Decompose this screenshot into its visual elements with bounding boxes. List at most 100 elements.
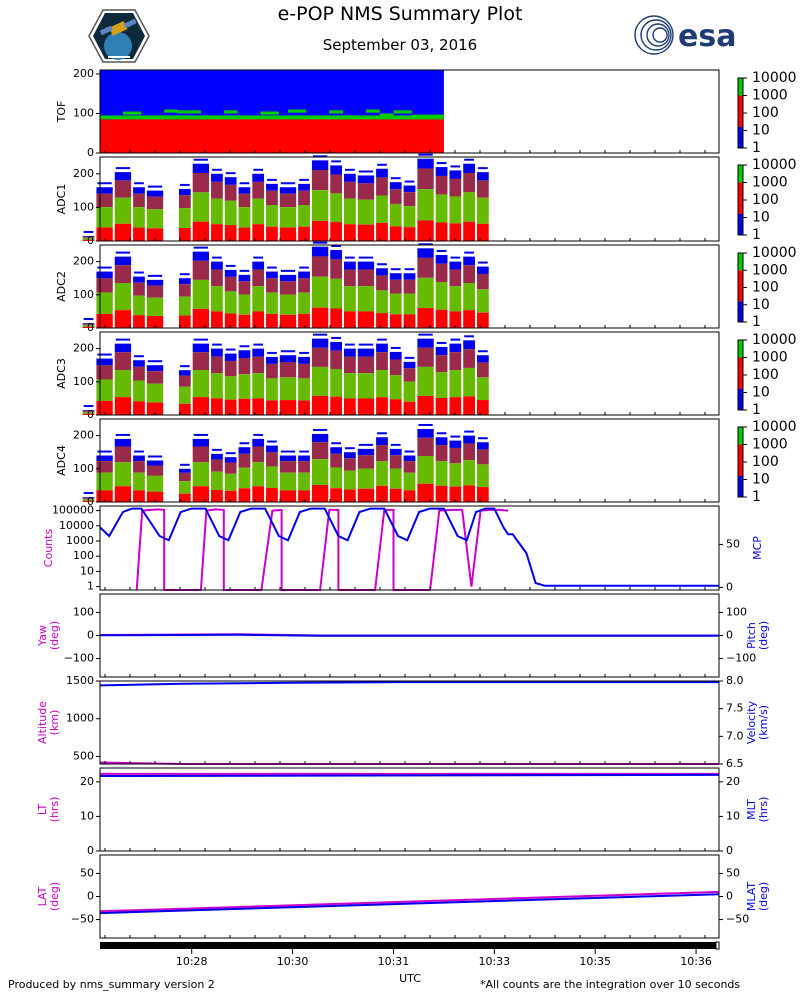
adc-column-upper xyxy=(344,458,356,471)
colorbar-red xyxy=(738,357,743,389)
adc-column-base xyxy=(463,221,475,241)
adc-column-base xyxy=(178,315,191,328)
colorbar-tick-label: 1000 xyxy=(752,88,788,104)
adc-column-base xyxy=(146,315,164,328)
adc-column xyxy=(266,440,278,502)
adc-column-base xyxy=(403,314,416,328)
left-axis-label: Counts xyxy=(42,529,55,568)
adc-column-top xyxy=(192,343,210,353)
adc-column-upper xyxy=(178,472,191,482)
adc-column-mid xyxy=(82,237,95,240)
y-tick-label: 0 xyxy=(87,890,94,903)
adc-column-mid xyxy=(435,461,448,486)
adc-column-top xyxy=(389,273,402,280)
adc-column-base xyxy=(252,398,265,415)
y-tick-label: 10000 xyxy=(59,519,94,532)
adc-column-top xyxy=(449,170,462,179)
adc-column xyxy=(435,162,448,241)
adc-column-base xyxy=(266,487,278,502)
adc-column-base xyxy=(389,226,402,241)
colorbar-tick-label: 10 xyxy=(752,385,770,401)
adc-column-mid xyxy=(417,277,434,309)
tof-column xyxy=(141,115,165,119)
y-tick-label: 100 xyxy=(73,549,94,562)
adc-column-top xyxy=(476,266,489,274)
adc-column-top xyxy=(417,338,434,348)
adc-column-base xyxy=(330,396,343,415)
right-axis-series xyxy=(99,773,720,777)
adc-column-upper xyxy=(211,181,223,199)
adc-column-upper xyxy=(133,461,145,473)
adc-column-mid xyxy=(463,367,475,397)
y-tick-label: 500 xyxy=(73,749,94,762)
adc-column-top xyxy=(252,173,265,182)
adc-column-top xyxy=(357,261,375,270)
adc-column-upper xyxy=(114,265,132,284)
adc-column-mid xyxy=(133,380,145,402)
adc-column-top xyxy=(435,167,448,176)
adc-column-base xyxy=(435,222,448,241)
adc-column-base xyxy=(435,485,448,502)
adc-column-base xyxy=(344,489,356,502)
colorbar-red xyxy=(738,270,743,302)
adc-column xyxy=(192,158,210,241)
right-axis-label: Pitch(deg) xyxy=(745,621,770,650)
y-tick-label: 200 xyxy=(73,429,94,442)
adc-column-base xyxy=(133,401,145,415)
adc-column-base xyxy=(417,395,434,415)
adc-column-top xyxy=(146,190,164,197)
y-right-tick-label: −50 xyxy=(726,913,749,926)
adc-column-top xyxy=(476,355,489,363)
right-axis-label: MLT(hrs) xyxy=(745,797,770,823)
adc-column-mid xyxy=(389,375,402,400)
adc-column-mid xyxy=(252,462,265,487)
adc-column-base xyxy=(279,314,297,328)
adc-column xyxy=(82,230,95,241)
adc-column-base xyxy=(476,312,489,328)
adc-column-upper xyxy=(146,196,164,210)
adc-column-upper xyxy=(279,362,297,378)
adc-column-mid xyxy=(330,467,343,489)
adc-column-mid xyxy=(266,466,278,488)
panel-ylabel: ADC3 xyxy=(55,358,68,389)
colorbar-tick-label: 10000 xyxy=(752,70,797,86)
adc-column-upper xyxy=(211,356,223,374)
adc-column xyxy=(435,341,448,415)
y-tick-label: 0 xyxy=(87,146,94,159)
left-axis-label: LAT(deg) xyxy=(36,882,61,911)
y-right-tick-label: 0 xyxy=(726,629,733,642)
adc-column-top xyxy=(403,455,416,462)
adc-column xyxy=(389,177,402,241)
adc-column-mid xyxy=(211,286,223,312)
adc-column-mid xyxy=(403,293,416,315)
adc-column-base xyxy=(211,489,223,502)
adc-column-top xyxy=(389,448,402,456)
adc-column-upper xyxy=(96,193,113,208)
adc-column-upper xyxy=(376,445,388,462)
adc-column xyxy=(357,443,375,502)
adc-column-upper xyxy=(449,178,462,197)
adc-column-top xyxy=(146,460,164,466)
adc-column-mid xyxy=(311,190,329,221)
tof-column xyxy=(343,115,366,119)
tof-count-band xyxy=(100,119,444,153)
esa-logo: esa xyxy=(634,15,736,55)
colorbar-blue xyxy=(738,127,743,148)
adc-column-mid xyxy=(311,459,329,485)
adc-column-base xyxy=(330,222,343,241)
adc-column-top xyxy=(114,438,132,447)
adc-column-upper xyxy=(311,170,329,191)
adc-column-upper xyxy=(252,181,265,199)
adc-column-top xyxy=(178,188,191,196)
y-tick-label: 50 xyxy=(80,866,94,879)
colorbar-blue xyxy=(738,301,743,322)
adc-column-base xyxy=(146,402,164,415)
adc-column-base xyxy=(298,490,310,502)
adc-column-mid xyxy=(463,460,475,486)
adc-column-base xyxy=(298,226,310,241)
adc-column-mid xyxy=(279,377,297,401)
adc-column-mid xyxy=(344,198,356,225)
adc-column-top xyxy=(389,351,402,360)
adc-column-upper xyxy=(114,352,132,371)
adc-column-mid xyxy=(357,199,375,225)
